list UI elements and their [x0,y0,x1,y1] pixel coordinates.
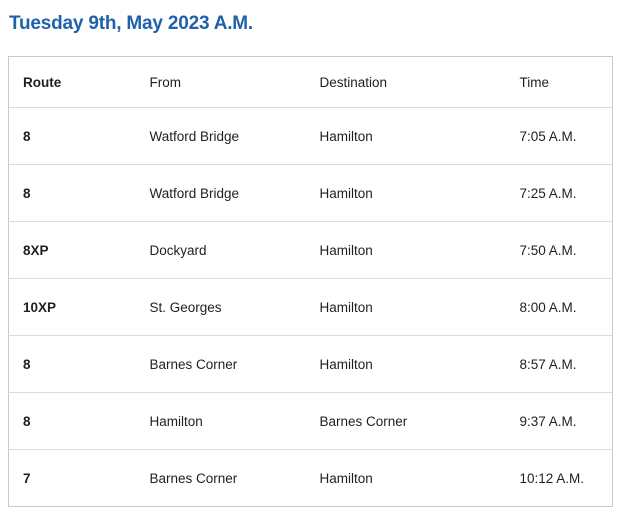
time-cell: 7:50 A.M. [519,242,577,258]
table-row: 8 Barnes Corner Hamilton 8:57 A.M. [8,335,613,393]
from-cell: St. Georges [149,299,222,315]
time-cell: 8:57 A.M. [519,356,577,372]
schedule-table-body: 8 Watford Bridge Hamilton 7:05 A.M. 8 Wa… [8,107,613,507]
column-header-time: Time [519,74,550,90]
column-header-from: From [149,74,182,90]
destination-cell: Hamilton [319,128,373,144]
time-cell: 7:05 A.M. [519,128,577,144]
table-row: 8 Hamilton Barnes Corner 9:37 A.M. [8,392,613,450]
route-cell: 8 [23,185,31,201]
from-cell: Barnes Corner [149,470,238,486]
table-row: 7 Barnes Corner Hamilton 10:12 A.M. [8,449,613,507]
route-cell: 7 [23,470,31,486]
from-cell: Barnes Corner [149,356,238,372]
header-row: Route From Destination Time [9,57,613,108]
time-cell: 8:00 A.M. [519,299,577,315]
from-cell: Watford Bridge [149,128,240,144]
route-cell: 8 [23,356,31,372]
column-header-destination: Destination [319,74,388,90]
from-cell: Dockyard [149,242,207,258]
destination-cell: Hamilton [319,299,373,315]
table-row: 10XP St. Georges Hamilton 8:00 A.M. [8,278,613,336]
page-title: Tuesday 9th, May 2023 A.M. [9,13,253,34]
table-row: 8 Watford Bridge Hamilton 7:05 A.M. [8,107,613,165]
table-row: 8 Watford Bridge Hamilton 7:25 A.M. [8,164,613,222]
schedule-table: Route From Destination Time 8 Watford Br… [8,56,613,507]
route-cell: 10XP [23,299,57,315]
route-cell: 8 [23,413,31,429]
from-cell: Hamilton [149,413,203,429]
time-cell: 10:12 A.M. [519,470,585,486]
route-cell: 8 [23,128,31,144]
from-cell: Watford Bridge [149,185,240,201]
destination-cell: Hamilton [319,470,373,486]
destination-cell: Hamilton [319,242,373,258]
table-row: 8XP Dockyard Hamilton 7:50 A.M. [8,221,613,279]
time-cell: 7:25 A.M. [519,185,577,201]
destination-cell: Hamilton [319,185,373,201]
column-header-route: Route [23,74,62,90]
destination-cell: Barnes Corner [319,413,408,429]
time-cell: 9:37 A.M. [519,413,577,429]
route-cell: 8XP [23,242,49,258]
destination-cell: Hamilton [319,356,373,372]
